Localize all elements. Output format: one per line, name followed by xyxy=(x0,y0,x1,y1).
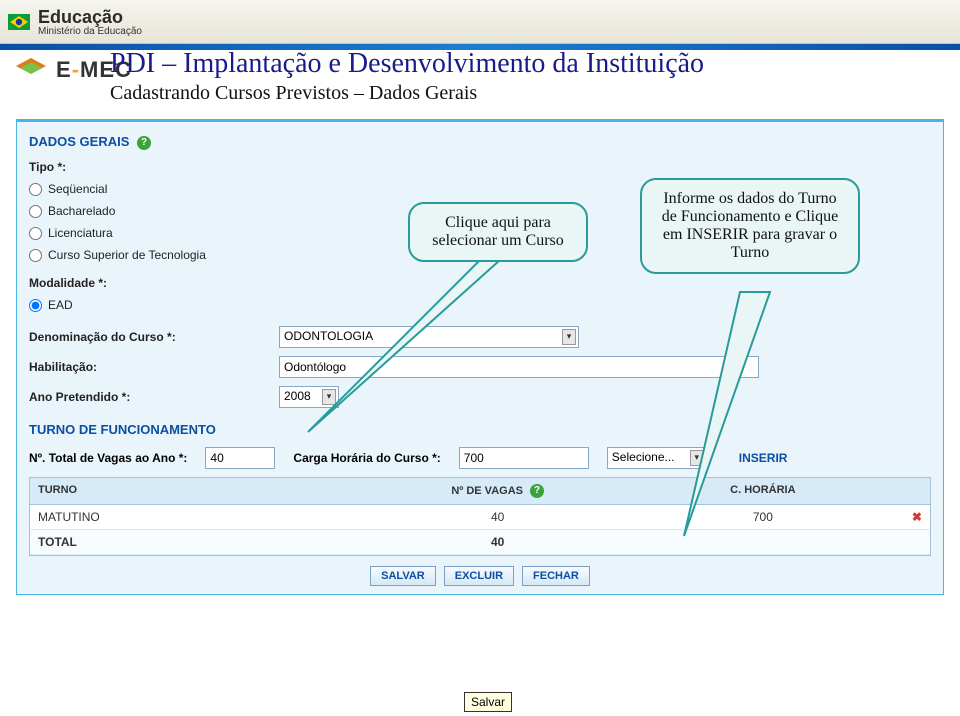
denominacao-row: Denominação do Curso *: ODONTOLOGIA ▾ xyxy=(29,326,931,348)
help-icon[interactable]: ? xyxy=(530,484,544,498)
cell-total-vagas: 40 xyxy=(356,535,639,549)
page-subtitle: Cadastrando Cursos Previstos – Dados Ger… xyxy=(110,82,944,105)
modalidade-radio-group: EAD xyxy=(29,294,931,316)
cell-horaria: 700 xyxy=(639,510,887,524)
habilitacao-input[interactable] xyxy=(279,356,759,378)
carga-input[interactable] xyxy=(459,447,589,469)
button-row: SALVAR EXCLUIR FECHAR xyxy=(29,566,931,586)
callout-right-text: Informe os dados do Turno de Funcionamen… xyxy=(662,190,838,261)
col-horaria: C. HORÁRIA xyxy=(639,484,887,498)
excluir-button[interactable]: EXCLUIR xyxy=(444,566,514,586)
turno-input-row: Nº. Total de Vagas ao Ano *: Carga Horár… xyxy=(29,447,931,469)
callout-select-curso: Clique aqui para selecionar um Curso xyxy=(408,202,588,262)
dados-gerais-label: DADOS GERAIS xyxy=(29,134,129,149)
turno-section: TURNO DE FUNCIONAMENTO Nº. Total de Vaga… xyxy=(29,422,931,586)
vagas-label: Nº. Total de Vagas ao Ano *: xyxy=(29,451,187,465)
chevron-down-icon: ▾ xyxy=(562,329,576,345)
brand-title: Educação xyxy=(38,7,123,27)
table-row-total: TOTAL 40 xyxy=(30,530,930,555)
turno-select-value: Selecione... xyxy=(612,450,675,464)
vagas-input[interactable] xyxy=(205,447,275,469)
brazil-flag-icon xyxy=(8,14,30,30)
table-header: TURNO Nº DE VAGAS ? C. HORÁRIA xyxy=(30,478,930,505)
chevron-down-icon: ▾ xyxy=(322,389,336,405)
ano-row: Ano Pretendido *: 2008 ▾ xyxy=(29,386,931,408)
callout-left-text: Clique aqui para selecionar um Curso xyxy=(432,214,564,249)
cell-vagas: 40 xyxy=(356,510,639,524)
title-block: PDI – Implantação e Desenvolvimento da I… xyxy=(0,48,960,109)
modalidade-ead[interactable]: EAD xyxy=(29,294,931,316)
gov-header: Educação Ministério da Educação xyxy=(0,0,960,44)
callout-turno-info: Informe os dados do Turno de Funcionamen… xyxy=(640,178,860,274)
turno-table: TURNO Nº DE VAGAS ? C. HORÁRIA MATUTINO … xyxy=(29,477,931,556)
ano-value: 2008 xyxy=(284,389,311,403)
table-row: MATUTINO 40 700 ✖ xyxy=(30,505,930,530)
inserir-link[interactable]: INSERIR xyxy=(739,451,788,465)
col-vagas: Nº DE VAGAS ? xyxy=(356,484,639,498)
header-text: Educação Ministério da Educação xyxy=(38,7,142,37)
denominacao-value: ODONTOLOGIA xyxy=(284,329,373,343)
col-turno: TURNO xyxy=(38,484,356,498)
turno-select[interactable]: Selecione... ▾ xyxy=(607,447,707,469)
emec-logo-icon xyxy=(14,56,48,84)
chevron-down-icon: ▾ xyxy=(690,450,704,466)
salvar-button[interactable]: SALVAR xyxy=(370,566,436,586)
dados-gerais-header: DADOS GERAIS ? xyxy=(29,134,931,150)
ano-label: Ano Pretendido *: xyxy=(29,390,279,404)
tipo-label: Tipo *: xyxy=(29,160,931,174)
fechar-button[interactable]: FECHAR xyxy=(522,566,590,586)
habilitacao-row: Habilitação: xyxy=(29,356,931,378)
page-title: PDI – Implantação e Desenvolvimento da I… xyxy=(110,48,944,80)
cell-total-label: TOTAL xyxy=(38,535,356,549)
delete-icon[interactable]: ✖ xyxy=(912,510,922,524)
modalidade-label: Modalidade *: xyxy=(29,276,931,290)
help-icon[interactable]: ? xyxy=(137,136,151,150)
ano-select[interactable]: 2008 ▾ xyxy=(279,386,339,408)
turno-header: TURNO DE FUNCIONAMENTO xyxy=(29,422,931,437)
habilitacao-label: Habilitação: xyxy=(29,360,279,374)
cell-turno: MATUTINO xyxy=(38,510,356,524)
salvar-tooltip: Salvar xyxy=(464,692,512,712)
carga-label: Carga Horária do Curso *: xyxy=(293,451,440,465)
denominacao-select[interactable]: ODONTOLOGIA ▾ xyxy=(279,326,579,348)
ministry-label: Ministério da Educação xyxy=(38,26,142,37)
denominacao-label: Denominação do Curso *: xyxy=(29,330,279,344)
